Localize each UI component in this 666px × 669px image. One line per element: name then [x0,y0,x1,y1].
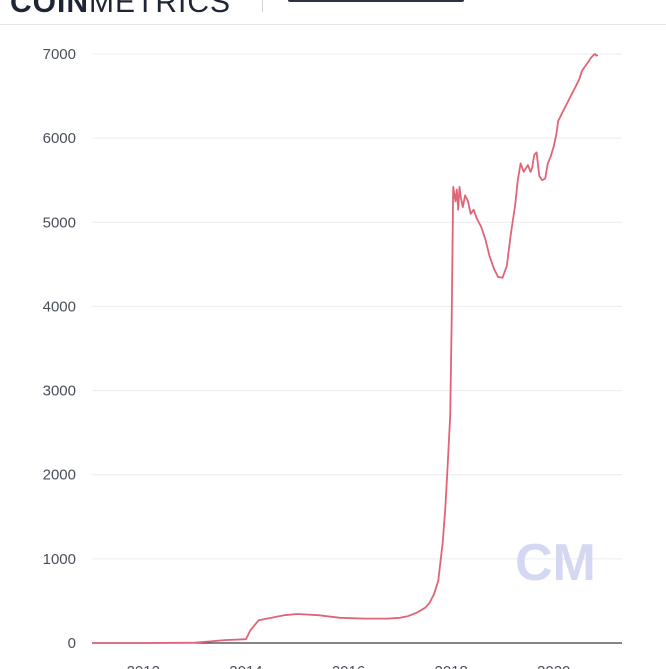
y-tick-label: 7000 [43,46,76,63]
header: COINMETRICS [0,0,666,26]
x-tick-label: 2012 [127,663,160,669]
series-line [92,53,599,644]
x-tick-label: 2020 [537,663,570,669]
logo-bold-text: COIN [10,0,89,19]
x-tick-label: 2018 [434,663,467,669]
x-tick-label: 2014 [229,663,262,669]
y-tick-label: 2000 [43,467,76,484]
y-tick-label: 0 [68,635,76,652]
y-axis-ticks: 0 1000 2000 3000 4000 5000 6000 7000 [43,46,76,652]
grid-layer [92,53,622,560]
y-tick-label: 6000 [43,130,76,147]
y-tick-label: 5000 [43,214,76,231]
header-subtitle-bar [288,0,464,2]
header-divider [0,24,666,25]
y-tick-label: 1000 [43,551,76,568]
coinmetrics-logo: COINMETRICS [10,0,231,20]
logo-light-text: METRICS [89,0,231,19]
header-separator [262,0,263,12]
x-axis-ticks: 2012 2014 2016 2018 2020 [127,663,571,669]
cm-watermark: CM [515,534,596,592]
y-tick-label: 4000 [43,298,76,315]
x-tick-label: 2016 [332,663,365,669]
y-tick-label: 3000 [43,383,76,400]
